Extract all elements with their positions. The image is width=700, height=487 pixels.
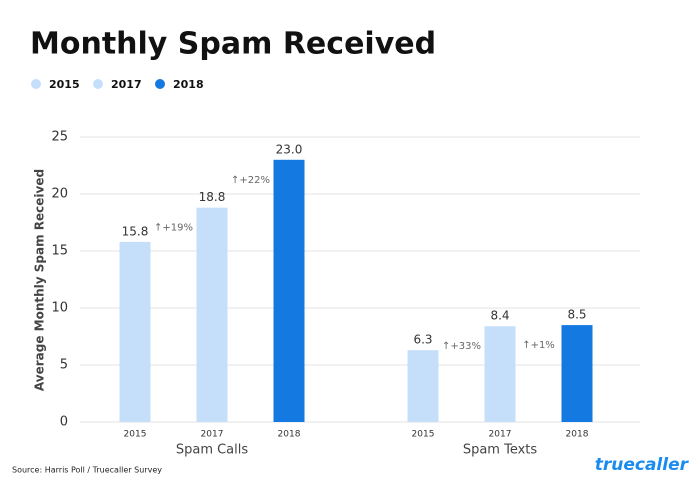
legend-swatch xyxy=(31,79,41,89)
x-category-label: Spam Calls xyxy=(176,443,249,458)
value-label: 18.8 xyxy=(199,190,226,204)
bar-year-label: 2018 xyxy=(278,430,301,440)
y-tick-label: 10 xyxy=(51,301,68,316)
source: Source: Harris Poll / Truecaller Survey xyxy=(12,466,162,475)
bar xyxy=(407,350,439,422)
chart-title: Monthly Spam Received xyxy=(30,27,436,62)
bar-year-label: 2017 xyxy=(201,430,224,440)
value-label: 6.3 xyxy=(413,333,432,347)
bar-year-label: 2018 xyxy=(566,430,589,440)
legend-swatch xyxy=(155,79,165,89)
y-axis-label: Average Monthly Spam Received xyxy=(33,169,47,391)
bar xyxy=(484,326,516,422)
value-label: 8.5 xyxy=(567,308,586,322)
legend-label: 2015 xyxy=(49,78,80,91)
bar-year-label: 2015 xyxy=(124,430,147,440)
y-tick-label: 0 xyxy=(60,415,68,430)
annotation: ↑+33% xyxy=(442,341,481,352)
bar xyxy=(196,207,228,422)
y-tick-label: 15 xyxy=(51,244,68,259)
value-label: 8.4 xyxy=(490,309,509,323)
legend-swatch xyxy=(93,79,103,89)
value-label: 15.8 xyxy=(122,224,149,238)
annotation: ↑+22% xyxy=(231,175,270,186)
annotation: ↑+19% xyxy=(154,223,193,234)
bar xyxy=(119,241,151,422)
y-tick-label: 5 xyxy=(60,358,68,373)
legend-label: 2017 xyxy=(111,78,142,91)
brand-logo: truecaller xyxy=(595,455,690,475)
bar-year-label: 2015 xyxy=(412,430,435,440)
bar xyxy=(273,159,305,423)
y-tick-label: 20 xyxy=(51,187,68,202)
x-category-label: Spam Texts xyxy=(463,443,538,458)
bar-year-label: 2017 xyxy=(489,430,512,440)
legend-label: 2018 xyxy=(173,78,204,91)
value-label: 23.0 xyxy=(276,142,303,156)
annotation: ↑+1% xyxy=(522,340,555,351)
bar xyxy=(561,325,593,422)
y-tick-label: 25 xyxy=(51,130,68,145)
